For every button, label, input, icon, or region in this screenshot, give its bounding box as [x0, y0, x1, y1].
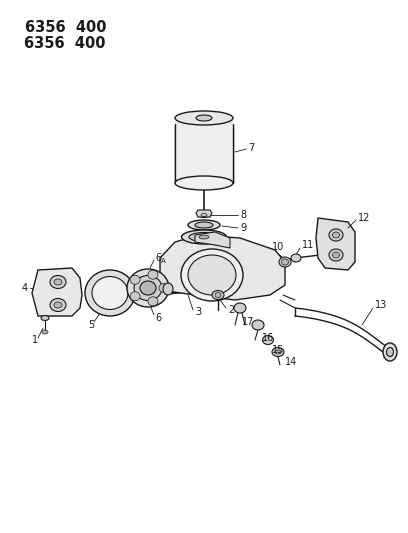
- Ellipse shape: [163, 283, 173, 295]
- Polygon shape: [196, 210, 212, 217]
- Ellipse shape: [282, 259, 288, 265]
- Ellipse shape: [188, 220, 220, 230]
- Text: 2: 2: [228, 305, 234, 315]
- Text: 8: 8: [240, 210, 246, 220]
- Text: 14: 14: [285, 357, 297, 367]
- Ellipse shape: [333, 232, 339, 238]
- Ellipse shape: [148, 297, 158, 306]
- Bar: [175, 118, 233, 183]
- Ellipse shape: [272, 348, 284, 357]
- Text: 1: 1: [32, 335, 38, 345]
- Ellipse shape: [148, 270, 158, 279]
- Text: 6: 6: [155, 253, 161, 263]
- Ellipse shape: [189, 232, 219, 241]
- Ellipse shape: [383, 343, 397, 361]
- Ellipse shape: [127, 269, 169, 307]
- Ellipse shape: [329, 249, 343, 261]
- Ellipse shape: [199, 213, 209, 217]
- Text: 3: 3: [195, 307, 201, 317]
- Ellipse shape: [175, 111, 233, 125]
- Ellipse shape: [201, 214, 207, 216]
- Polygon shape: [316, 218, 355, 270]
- Text: 6: 6: [155, 313, 161, 323]
- Ellipse shape: [140, 281, 156, 295]
- Ellipse shape: [182, 230, 226, 244]
- Text: 12: 12: [358, 213, 370, 223]
- Ellipse shape: [333, 252, 339, 258]
- Text: 5: 5: [88, 320, 94, 330]
- Ellipse shape: [279, 257, 291, 267]
- Ellipse shape: [196, 115, 212, 121]
- Ellipse shape: [291, 254, 301, 262]
- Text: 13: 13: [375, 300, 387, 310]
- Ellipse shape: [199, 235, 209, 239]
- Text: 7: 7: [248, 143, 254, 153]
- Polygon shape: [32, 268, 82, 316]
- Text: 6356  400: 6356 400: [25, 20, 106, 36]
- Text: 16: 16: [262, 333, 274, 343]
- Ellipse shape: [262, 335, 273, 344]
- Text: 15: 15: [272, 345, 284, 355]
- Ellipse shape: [41, 316, 49, 320]
- Ellipse shape: [54, 279, 62, 285]
- Ellipse shape: [188, 255, 236, 295]
- Ellipse shape: [85, 270, 135, 316]
- Text: 4: 4: [22, 283, 28, 293]
- Text: 10: 10: [272, 242, 284, 252]
- Ellipse shape: [234, 303, 246, 313]
- Ellipse shape: [130, 292, 140, 301]
- Ellipse shape: [134, 276, 162, 301]
- Ellipse shape: [130, 275, 140, 284]
- Ellipse shape: [329, 229, 343, 241]
- Ellipse shape: [42, 330, 48, 334]
- Ellipse shape: [92, 277, 128, 310]
- Polygon shape: [160, 235, 285, 300]
- Ellipse shape: [252, 320, 264, 330]
- Text: 11: 11: [302, 240, 314, 250]
- Ellipse shape: [175, 176, 233, 190]
- Ellipse shape: [159, 284, 169, 293]
- Text: 17: 17: [242, 317, 254, 327]
- Ellipse shape: [50, 276, 66, 288]
- Ellipse shape: [195, 222, 213, 228]
- Text: 6356  400: 6356 400: [24, 36, 106, 51]
- Ellipse shape: [386, 348, 393, 357]
- Ellipse shape: [275, 350, 281, 354]
- Ellipse shape: [54, 302, 62, 308]
- Text: 9: 9: [240, 223, 246, 233]
- Ellipse shape: [181, 249, 243, 301]
- Ellipse shape: [212, 290, 224, 300]
- Text: A: A: [161, 258, 166, 264]
- Ellipse shape: [50, 298, 66, 311]
- Polygon shape: [195, 232, 230, 248]
- Ellipse shape: [215, 293, 221, 297]
